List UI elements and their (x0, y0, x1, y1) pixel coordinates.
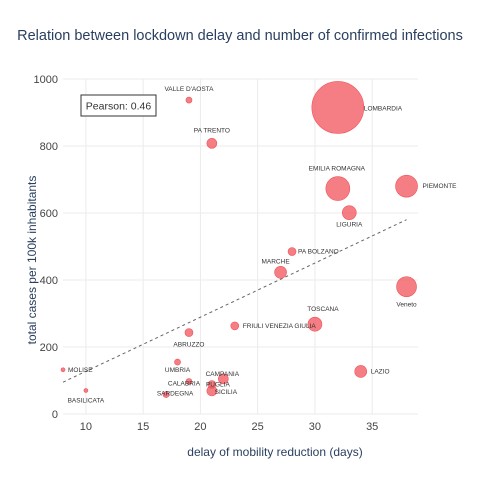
points-layer (60, 81, 418, 398)
y-axis-label: total cases per 100k inhabitants (25, 176, 39, 345)
data-point (230, 321, 240, 331)
x-tick-label: 35 (366, 421, 378, 433)
point-label: SICILIA (215, 389, 238, 396)
trendline (62, 219, 407, 383)
point-label: PA TRENTO (194, 127, 230, 134)
data-point (325, 176, 351, 201)
data-point (185, 378, 193, 385)
point-label: CALABRIA (168, 381, 201, 388)
data-point (83, 388, 89, 393)
y-tick-label: 600 (40, 208, 58, 220)
y-tick-label: 400 (40, 275, 58, 287)
data-point (274, 265, 287, 279)
x-tick-label: 10 (80, 421, 92, 433)
point-label: SARDEGNA (157, 391, 194, 398)
x-tick-label: 15 (137, 421, 149, 433)
data-point (287, 247, 297, 256)
x-axis-label: delay of mobility reduction (days) (187, 445, 362, 459)
y-tick-label: 0 (52, 409, 58, 421)
data-point (341, 205, 357, 220)
data-point (395, 174, 418, 198)
point-label: ABRUZZO (173, 342, 204, 349)
point-label: PA BOLZANO (298, 249, 339, 256)
point-label: MOLISE (68, 367, 93, 374)
x-tick-label: 20 (194, 421, 206, 433)
point-label: FRIULI VENEZIA GIULIA (243, 323, 317, 330)
point-label: UMBRIA (165, 367, 191, 374)
point-label: EMILIA ROMAGNA (309, 166, 366, 173)
point-label: CAMPANIA (206, 371, 240, 378)
data-point (206, 138, 218, 149)
point-label: LIGURIA (336, 222, 363, 229)
data-point (185, 96, 193, 104)
trendline-layer (62, 219, 407, 383)
point-label: MARCHE (261, 258, 290, 265)
data-point (162, 391, 170, 398)
data-point (354, 365, 368, 378)
point-label: Veneto (396, 302, 417, 309)
point-label: VALLE D'AOSTA (164, 86, 214, 93)
chart-title: Relation between lockdown delay and numb… (17, 28, 463, 44)
pearson-annotation: Pearson: 0.46 (80, 94, 157, 117)
pearson-label: Pearson: 0.46 (86, 101, 152, 113)
grid-layer (63, 78, 418, 415)
data-point (207, 380, 217, 389)
point-label: LOMBARDIA (364, 105, 403, 112)
point-label: PIEMONTE (423, 183, 458, 190)
data-point (60, 367, 66, 373)
point-label: LAZIO (371, 368, 390, 375)
x-tick-label: 25 (252, 421, 264, 433)
data-point (311, 81, 365, 134)
y-tick-label: 200 (40, 342, 58, 354)
x-tick-label: 30 (309, 421, 321, 433)
data-point (307, 316, 323, 332)
tick-labels-layer: 10 15 20 25 30 35 0 200 400 600 800 1000 (34, 74, 379, 433)
data-point (218, 373, 229, 385)
point-label: TOSCANA (307, 306, 339, 313)
data-point (174, 358, 181, 366)
data-point (396, 276, 417, 298)
point-labels-layer: VALLE D'AOSTA LOMBARDIA PA TRENTO EMILIA RO… (68, 86, 458, 404)
data-point (184, 328, 194, 337)
pearson-box (80, 94, 157, 117)
y-tick-label: 1000 (34, 74, 58, 86)
y-tick-label: 800 (40, 141, 58, 153)
point-label: BASILICATA (68, 398, 105, 405)
point-label: PUGLIA (206, 382, 231, 389)
